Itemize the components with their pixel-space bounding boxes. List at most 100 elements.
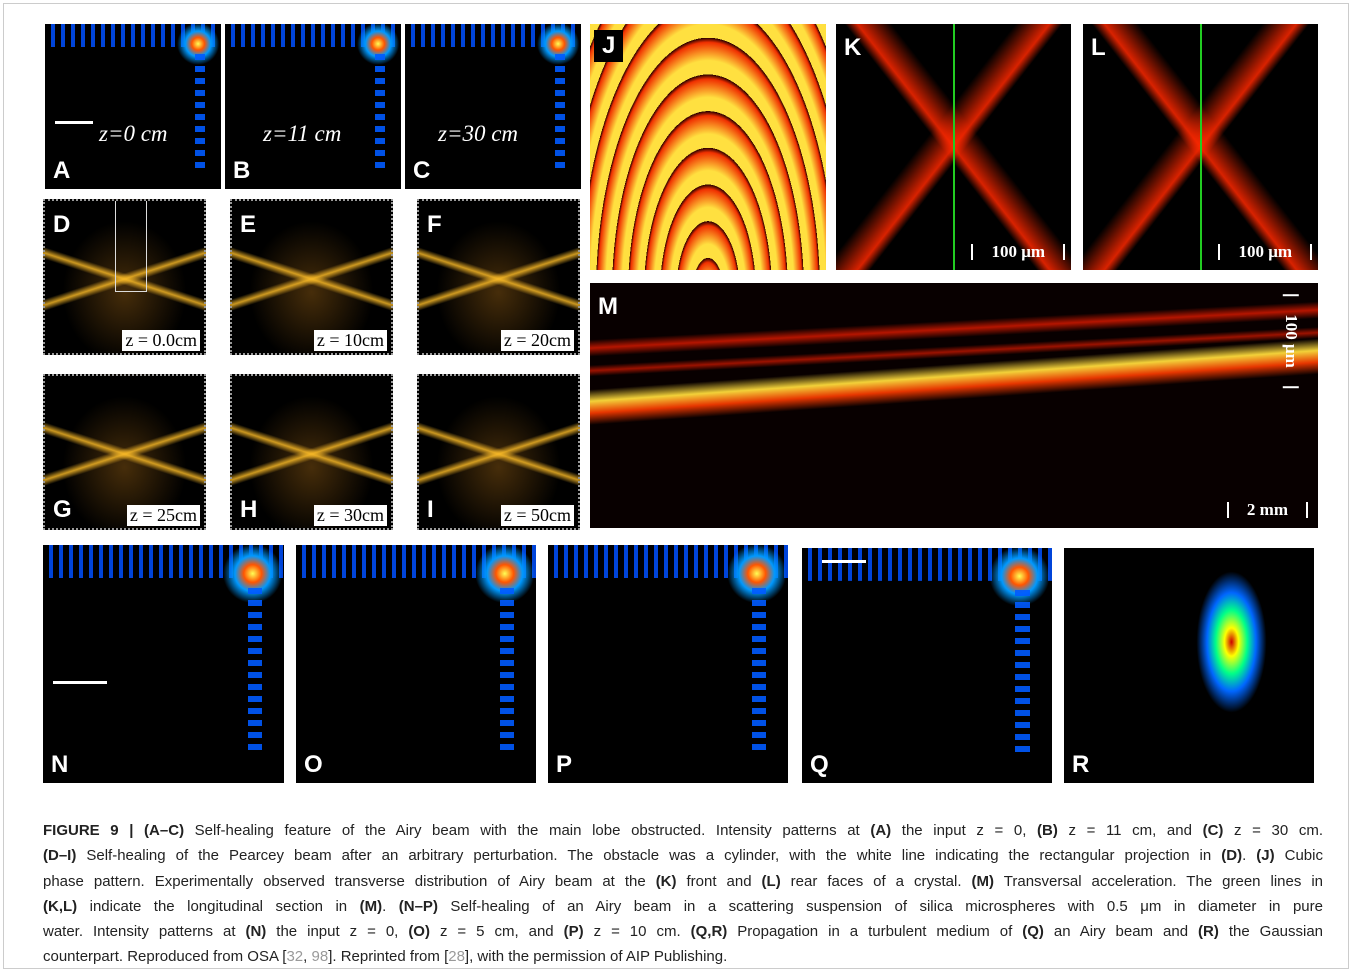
caption-text: Self-healing of an Airy beam in a scatte… — [438, 898, 1323, 915]
caption-text: FIGURE 9 | (A–C) — [43, 822, 184, 839]
panel-letter: I — [427, 496, 434, 524]
panel-o: O — [296, 545, 536, 783]
caption-text: (P) — [564, 923, 584, 940]
caption-text: ]. Reprinted from [ — [328, 948, 448, 965]
caption-text: Transversal acceleration. The green line… — [994, 873, 1323, 890]
caption-text: (N) — [245, 923, 266, 940]
panel-letter: C — [413, 157, 430, 185]
panel-letter: M — [598, 293, 618, 321]
caption-text: the input z = 0, — [266, 923, 408, 940]
caption-text: the Gaussian — [1219, 923, 1323, 940]
panel-letter: E — [240, 211, 256, 239]
caption-text: water. Intensity patterns at — [43, 923, 245, 940]
panel-letter: P — [556, 751, 572, 779]
caption-text: z = 10 cm. — [584, 923, 691, 940]
scale-label: 100 μm — [971, 244, 1065, 260]
caption-text: rear faces of a crystal. — [781, 873, 972, 890]
caption-text: Propagation in a turbulent medium of — [727, 923, 1022, 940]
caption-text: Self-healing of the Pearcey beam after a… — [76, 847, 1221, 864]
caption-text: (J) — [1256, 847, 1274, 864]
scale-label: 100 μm — [1218, 244, 1312, 260]
green-line — [1200, 24, 1202, 270]
caption-text: indicate the longitudinal section in — [77, 898, 359, 915]
green-line — [953, 24, 955, 270]
panel-letter: B — [233, 157, 250, 185]
caption-text: (M) — [972, 873, 995, 890]
panel-j: J — [590, 24, 826, 270]
panel-letter: A — [53, 157, 70, 185]
caption-text: (D) — [1221, 847, 1242, 864]
citation[interactable]: 28 — [448, 948, 465, 965]
citation[interactable]: 32 — [286, 948, 303, 965]
panel-label: z = 50cm — [501, 505, 574, 526]
panel-n: N — [43, 545, 284, 783]
panel-c: z=30 cmC — [405, 24, 581, 189]
panel-letter: D — [53, 211, 70, 239]
caption-text: Cubic — [1275, 847, 1323, 864]
scale-label: 2 mm — [1227, 502, 1308, 518]
caption-text: (Q) — [1022, 923, 1044, 940]
caption-line: phase pattern. Experimentally observed t… — [43, 869, 1323, 894]
panel-label: z = 20cm — [501, 330, 574, 351]
caption-text: (B) — [1037, 822, 1058, 839]
caption-text: ], with the permission of AIP Publishing… — [465, 948, 727, 965]
panel-letter: Q — [810, 751, 829, 779]
citation[interactable]: 98 — [312, 948, 329, 965]
panel-label: z = 10cm — [314, 330, 387, 351]
caption-text: (K,L) — [43, 898, 77, 915]
caption-text: . — [382, 898, 399, 915]
caption-text: z = 5 cm, and — [430, 923, 564, 940]
caption-text: (D–I) — [43, 847, 76, 864]
panel-q: Q — [802, 548, 1052, 783]
caption-text: . — [1242, 847, 1256, 864]
panel-letter: R — [1072, 751, 1089, 779]
panel-letter: N — [51, 751, 68, 779]
panel-letter: L — [1091, 34, 1106, 62]
panel-label: z = 30cm — [314, 505, 387, 526]
panel-letter: H — [240, 496, 257, 524]
caption-line: water. Intensity patterns at (N) the inp… — [43, 919, 1323, 944]
caption-text: (O) — [408, 923, 430, 940]
caption-text: phase pattern. Experimentally observed t… — [43, 873, 656, 890]
caption-line: (D–I) Self-healing of the Pearcey beam a… — [43, 843, 1323, 868]
panel-label: z = 0.0cm — [122, 330, 200, 351]
caption-line: counterpart. Reproduced from OSA [32, 98… — [43, 944, 1323, 969]
caption-line: (K,L) indicate the longitudinal section … — [43, 894, 1323, 919]
panel-a: z=0 cm A — [45, 24, 221, 189]
panel-p: P — [548, 545, 788, 783]
caption-text: z = 11 cm, and — [1058, 822, 1203, 839]
panel-letter: O — [304, 751, 323, 779]
panel-label: z=0 cm — [99, 121, 168, 147]
panel-letter: G — [53, 496, 72, 524]
caption-line: FIGURE 9 | (A–C) Self-healing feature of… — [43, 818, 1323, 843]
caption-text: an Airy beam and — [1044, 923, 1198, 940]
panel-l: L 100 μm — [1083, 24, 1318, 270]
scale-label: 100 μm — [1283, 294, 1299, 388]
caption-text: counterpart. Reproduced from OSA [ — [43, 948, 286, 965]
caption-text: (L) — [762, 873, 781, 890]
caption-text: Self-healing feature of the Airy beam wi… — [184, 822, 870, 839]
caption-text: the input z = 0, — [891, 822, 1037, 839]
caption-text: (K) — [656, 873, 677, 890]
panel-m: M 2 mm 100 μm — [590, 283, 1318, 528]
caption-text: (M) — [360, 898, 383, 915]
caption-text: , — [303, 948, 311, 965]
caption-text: (Q,R) — [691, 923, 728, 940]
caption-text: z = 30 cm. — [1223, 822, 1323, 839]
panel-letter: F — [427, 211, 442, 239]
panel-label: z = 25cm — [127, 505, 200, 526]
caption-text: (R) — [1198, 923, 1219, 940]
panel-r: R — [1064, 548, 1314, 783]
caption-text: (N–P) — [399, 898, 438, 915]
panel-label: z=11 cm — [263, 121, 341, 147]
page: z=0 cm A z=11 cm B z=30 cmC Dz = 0.0cm Ez … — [0, 0, 1354, 974]
panel-letter: J — [594, 30, 623, 62]
caption-text: front and — [677, 873, 762, 890]
panel-b: z=11 cm B — [225, 24, 401, 189]
